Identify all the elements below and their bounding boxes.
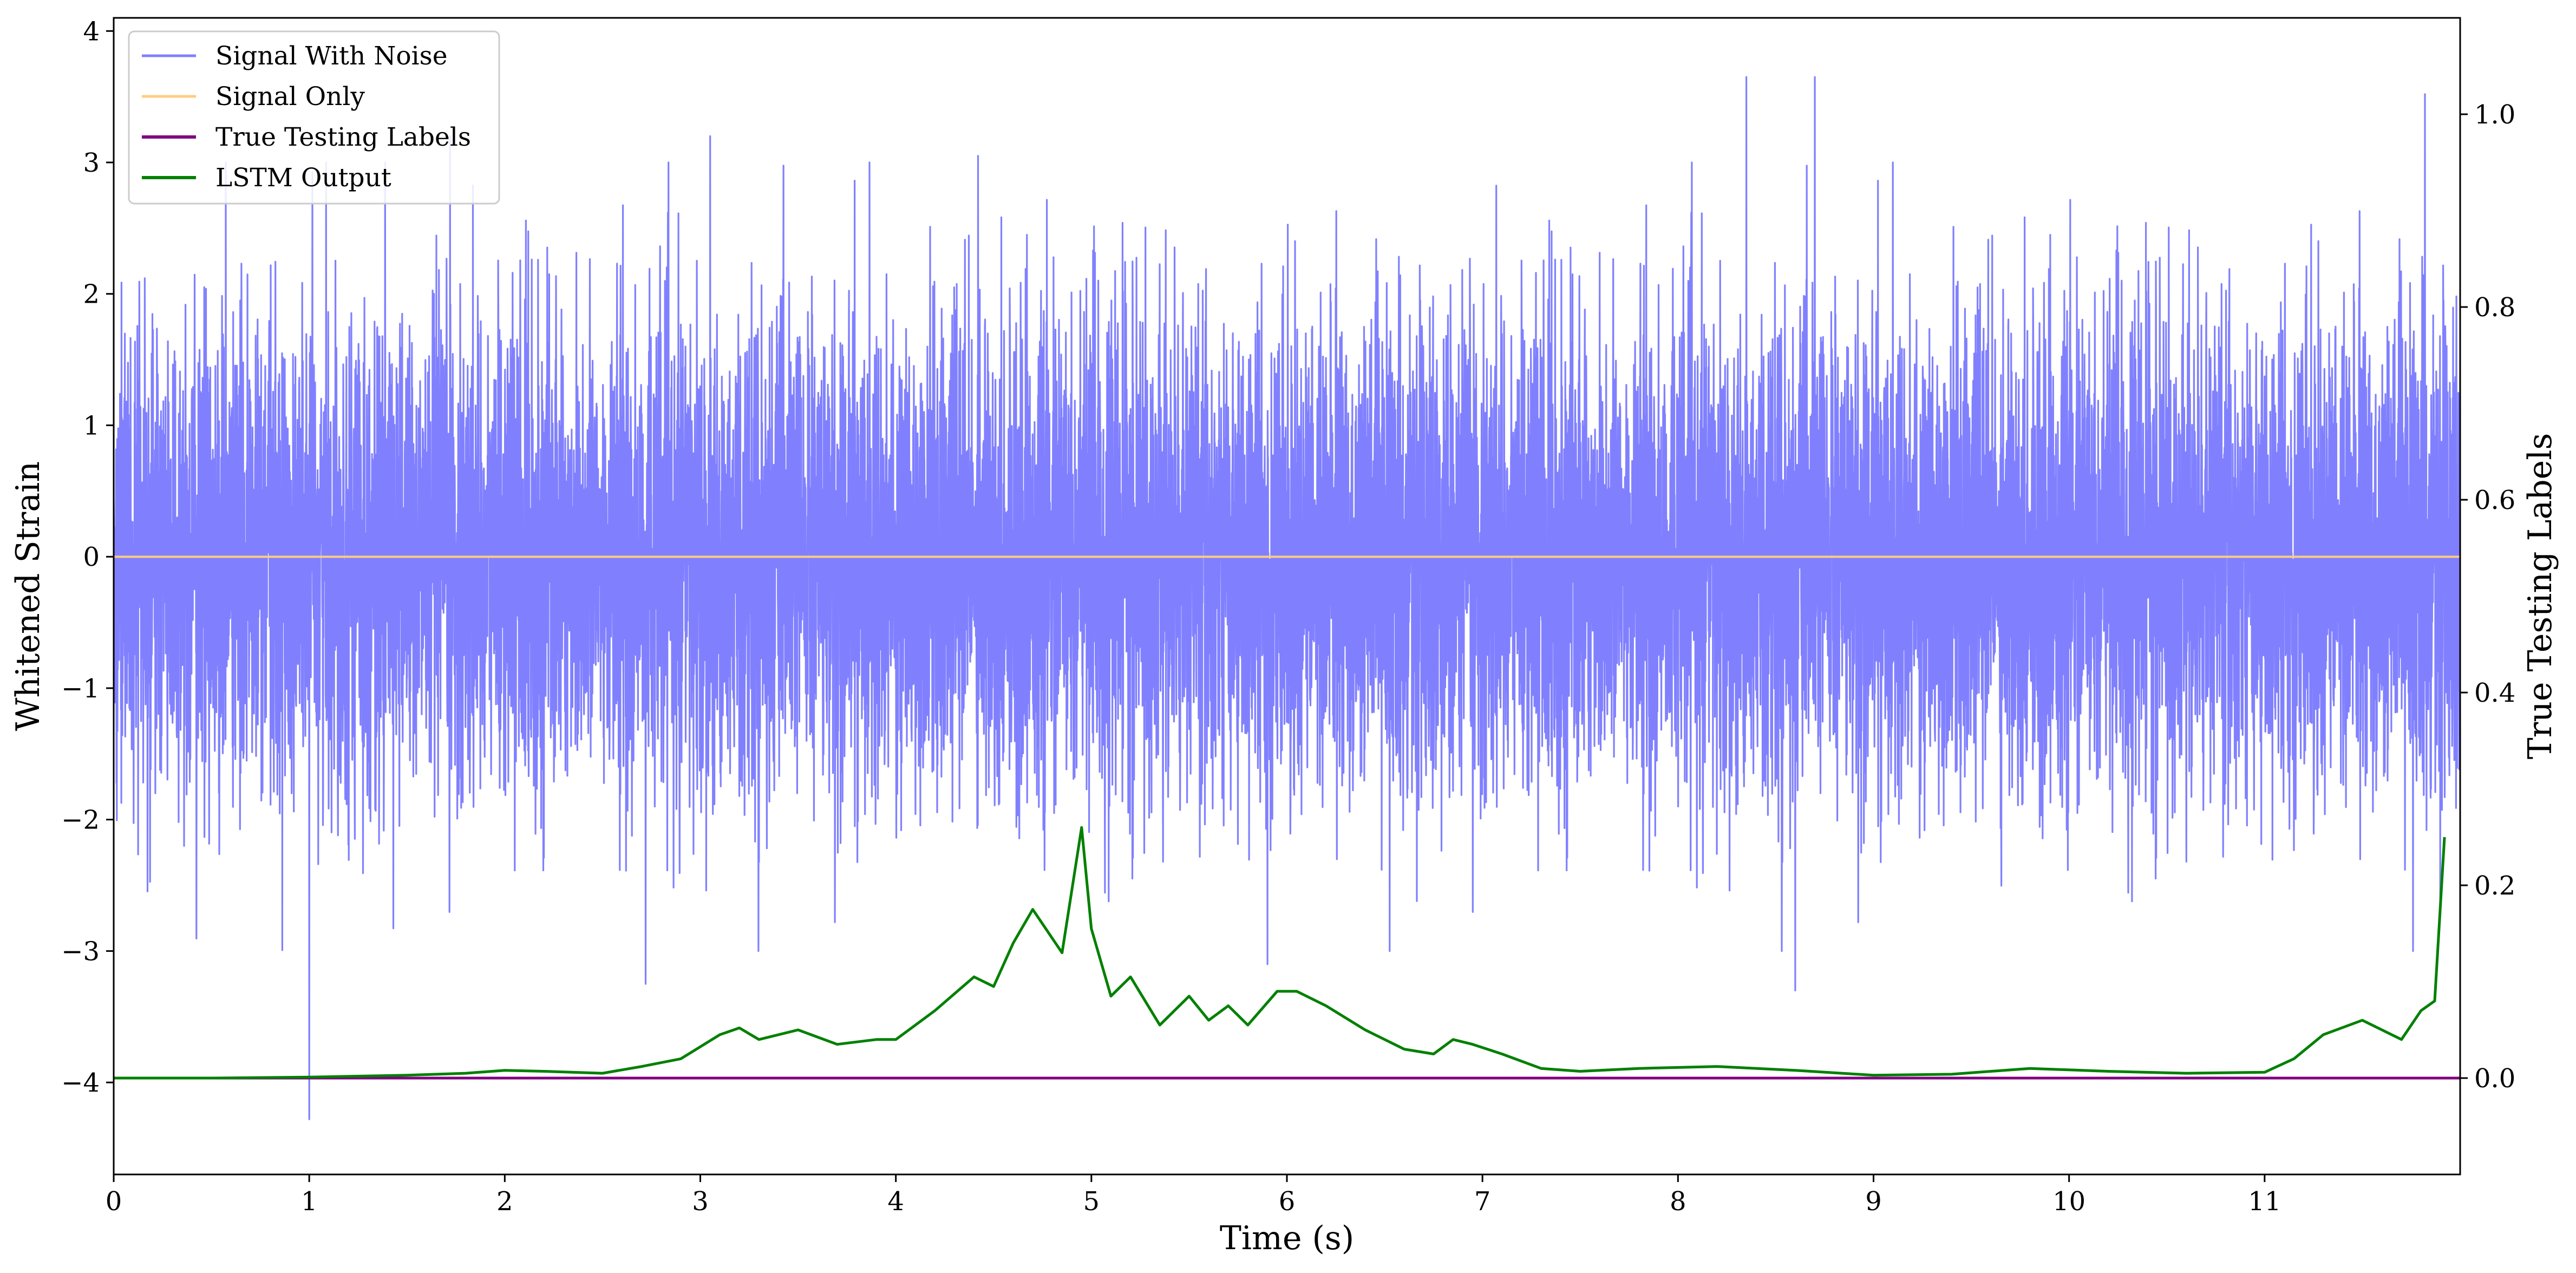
y-right-tick-label: 0.6 [2474,485,2515,515]
legend-label-signal-with-noise: Signal With Noise [215,41,448,71]
legend-label-lstm-output: LSTM Output [215,163,391,193]
legend-box [128,30,500,205]
y-axis-right-label: True Testing Labels [2521,433,2559,760]
y-left-tick-label: 0 [83,542,100,572]
x-tick-label: 1 [301,1186,318,1217]
y-axis-left: −4 −3 −2 −1 0 1 2 3 4 [61,16,114,1098]
x-tick-label: 11 [2248,1186,2281,1217]
x-tick-label: 3 [692,1186,709,1217]
legend: Signal With Noise Signal Only True Testi… [128,30,500,205]
line-series-group [114,556,2460,1080]
series-layer [114,76,2460,1120]
x-tick-label: 0 [106,1186,122,1217]
y-right-tick-label: 1.0 [2474,100,2515,130]
y-left-tick-label: 4 [83,16,100,47]
x-tick-label: 6 [1279,1186,1296,1217]
y-axis-right: 0.0 0.2 0.4 0.6 0.8 1.0 [2460,100,2515,1094]
x-axis-label: Time (s) [1220,1219,1354,1257]
x-tick-label: 5 [1083,1186,1100,1217]
lstm-output-line [114,826,2446,1080]
x-tick-label: 4 [887,1186,904,1217]
x-tick-label: 9 [1865,1186,1882,1217]
signal-with-noise-line [114,76,2460,1120]
x-tick-label: 2 [496,1186,513,1217]
x-tick-label: 8 [1670,1186,1686,1217]
y-left-tick-label: 1 [83,410,100,441]
y-left-tick-label: −2 [61,805,100,835]
x-tick-label: 10 [2052,1186,2085,1217]
y-axis-left-label: Whitened Strain [9,461,47,731]
y-right-tick-label: 0.8 [2474,292,2515,323]
y-left-tick-label: −3 [61,936,100,967]
x-tick-label: 7 [1474,1186,1491,1217]
y-left-tick-label: −1 [61,674,100,704]
y-left-tick-label: 3 [83,148,100,178]
legend-label-signal-only: Signal Only [215,82,365,112]
legend-label-true-testing-labels: True Testing Labels [215,122,471,152]
y-right-tick-label: 0.2 [2474,871,2515,901]
signal-with-noise-series [114,76,2460,1120]
y-left-tick-label: −4 [61,1068,100,1098]
x-axis: 0 1 2 3 4 5 6 7 8 9 10 11 [106,1174,2281,1217]
y-left-tick-label: 2 [83,279,100,310]
y-right-tick-label: 0.4 [2474,678,2515,708]
y-right-tick-label: 0.0 [2474,1063,2515,1094]
